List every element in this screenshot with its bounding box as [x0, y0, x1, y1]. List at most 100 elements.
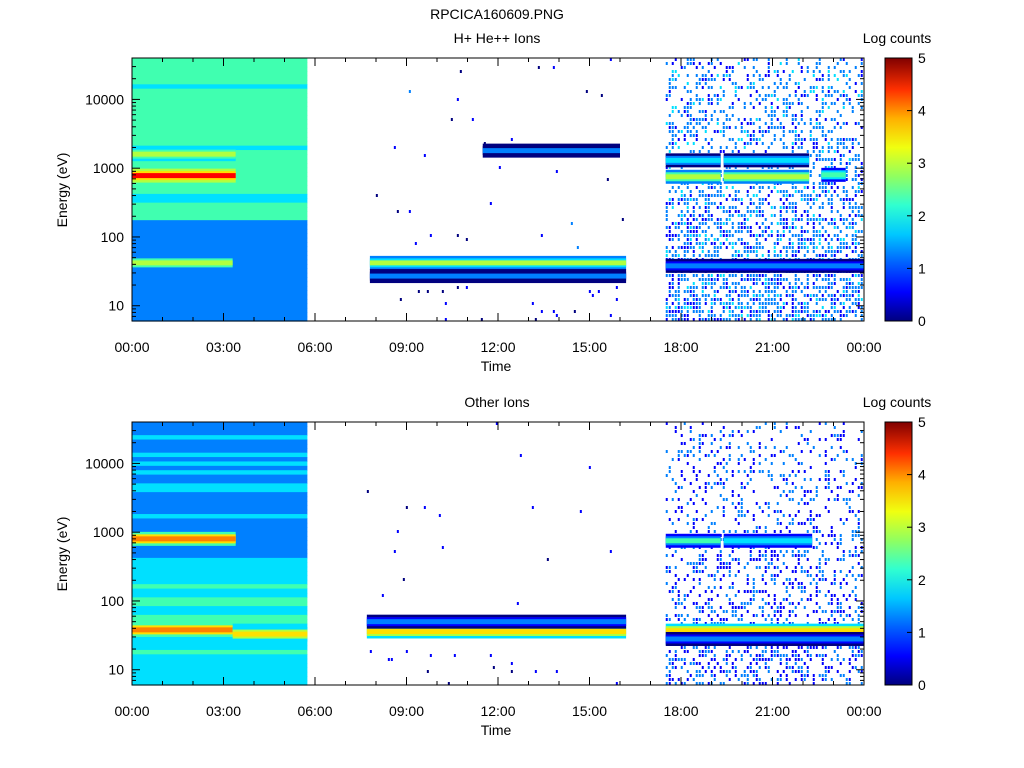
spectrogram-speck	[809, 566, 812, 569]
spectrogram-speck	[836, 602, 839, 605]
spectrogram-speck	[770, 622, 773, 625]
spectrogram-speck	[740, 126, 743, 129]
spectrogram-speck	[788, 194, 791, 197]
spectrogram-speck	[668, 130, 671, 133]
spectrogram-speck	[845, 310, 848, 313]
spectrogram-speck	[806, 282, 809, 285]
spectrogram-speck	[686, 594, 689, 597]
spectrogram-speck	[857, 518, 860, 521]
spectrogram-speck	[731, 186, 734, 189]
spectrogram-speck	[701, 606, 704, 609]
spectrogram-speck	[803, 198, 806, 201]
spectrogram-speck	[677, 450, 680, 453]
spectrogram-speck	[725, 114, 728, 117]
spectrogram-speck	[785, 590, 788, 593]
spectrogram-speck	[761, 510, 764, 513]
spectrogram-speck	[767, 594, 770, 597]
spectrogram-speck	[836, 486, 839, 489]
spectrogram-speck	[698, 446, 701, 449]
spectrogram-speck	[707, 574, 710, 577]
spectrogram-speck	[755, 206, 758, 209]
spectrogram-speck	[686, 142, 689, 145]
spectrogram-speck	[779, 222, 782, 225]
spectrogram-speck	[725, 674, 728, 677]
spectrogram-speck	[695, 310, 698, 313]
spectrogram-speck	[692, 214, 695, 217]
spectrogram-speck	[827, 670, 830, 673]
spectrogram-speck	[776, 274, 779, 277]
spectrogram-speck	[686, 302, 689, 305]
spectrogram-speck	[833, 426, 836, 429]
spectrogram-band	[723, 538, 813, 544]
spectrogram-speck	[573, 310, 576, 313]
spectrogram-speck	[779, 494, 782, 497]
spectrogram-speck	[782, 230, 785, 233]
spectrogram-speck	[692, 622, 695, 625]
spectrogram-speck	[767, 146, 770, 149]
spectrogram-speck	[821, 306, 824, 309]
spectrogram-speck	[722, 194, 725, 197]
spectrogram-speck	[806, 310, 809, 313]
spectrogram-speck	[776, 254, 779, 257]
spectrogram-speck	[851, 210, 854, 213]
spectrogram-speck	[767, 86, 770, 89]
spectrogram-speck	[698, 434, 701, 437]
spectrogram-speck	[815, 294, 818, 297]
spectrogram-speck	[713, 318, 716, 321]
spectrogram-speck	[692, 150, 695, 153]
spectrogram-speck	[755, 310, 758, 313]
spectrogram-speck	[758, 74, 761, 77]
spectrogram-speck	[800, 522, 803, 525]
spectrogram-speck	[809, 466, 812, 469]
spectrogram-speck	[668, 238, 671, 241]
spectrogram-speck	[827, 166, 830, 169]
spectrogram-speck	[845, 278, 848, 281]
spectrogram-speck	[788, 202, 791, 205]
spectrogram-speck	[827, 106, 830, 109]
spectrogram-speck	[719, 150, 722, 153]
spectrogram-speck	[803, 674, 806, 677]
spectrogram-speck	[785, 550, 788, 553]
spectrogram-speck	[821, 678, 824, 681]
spectrogram-speck	[731, 610, 734, 613]
spectrogram-speck	[707, 254, 710, 257]
spectrogram-speck	[552, 66, 555, 69]
spectrogram-speck	[725, 186, 728, 189]
spectrogram-speck	[821, 246, 824, 249]
spectrogram-speck	[815, 158, 818, 161]
spectrogram-speck	[857, 574, 860, 577]
spectrogram-speck	[806, 202, 809, 205]
spectrogram-speck	[668, 466, 671, 469]
spectrogram-speck	[842, 238, 845, 241]
spectrogram-speck	[860, 574, 863, 577]
spectrogram-speck	[797, 250, 800, 253]
spectrogram-speck	[806, 70, 809, 73]
spectrogram-speck	[797, 218, 800, 221]
spectrogram-speck	[764, 198, 767, 201]
spectrogram-speck	[698, 442, 701, 445]
spectrogram-speck	[740, 86, 743, 89]
spectrogram-speck	[782, 142, 785, 145]
spectrogram-speck	[701, 86, 704, 89]
spectrogram-speck	[818, 530, 821, 533]
spectrogram-speck	[692, 102, 695, 105]
spectrogram-speck	[764, 446, 767, 449]
spectrogram-speck	[779, 658, 782, 661]
spectrogram-speck	[465, 286, 468, 289]
spectrogram-speck	[737, 190, 740, 193]
spectrogram-speck	[731, 206, 734, 209]
spectrogram-speck	[749, 558, 752, 561]
spectrogram-speck	[701, 610, 704, 613]
spectrogram-speck	[749, 138, 752, 141]
spectrogram-speck	[848, 222, 851, 225]
spectrogram-speck	[845, 582, 848, 585]
spectrogram-speck	[857, 622, 860, 625]
spectrogram-speck	[692, 602, 695, 605]
spectrogram-speck	[776, 522, 779, 525]
spectrogram-speck	[857, 254, 860, 257]
spectrogram-speck	[812, 142, 815, 145]
spectrogram-speck	[812, 314, 815, 317]
spectrogram-speck	[743, 218, 746, 221]
spectrogram-speck	[749, 670, 752, 673]
spectrogram-speck	[704, 514, 707, 517]
